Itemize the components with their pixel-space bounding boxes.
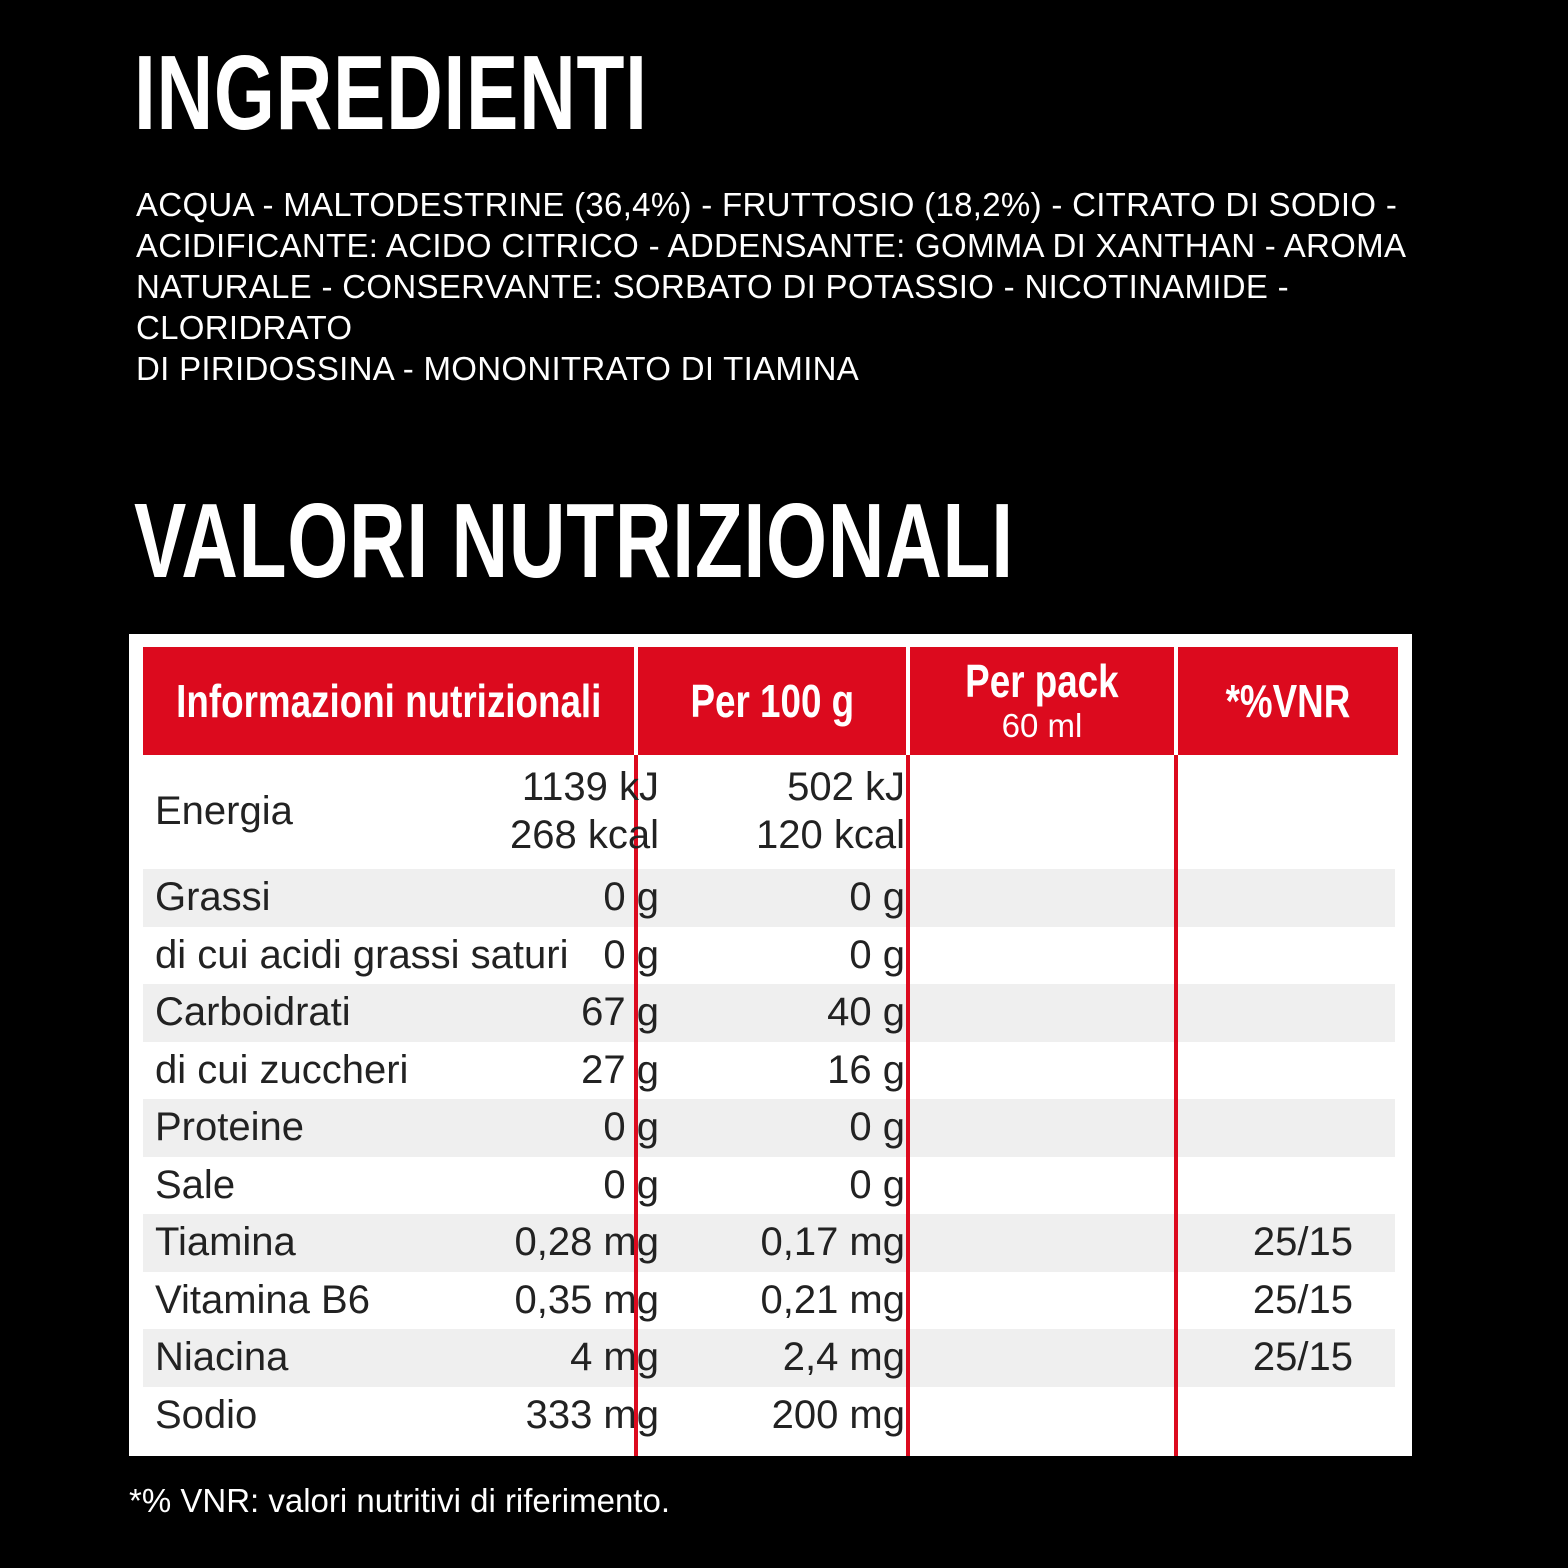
- pack-value: 16 g: [827, 1047, 905, 1092]
- table-row: di cui zuccheri 27 g 16 g: [143, 1042, 1395, 1100]
- table-row: Sale 0 g 0 g: [143, 1157, 1395, 1215]
- header-label: *%VNR: [1225, 675, 1351, 727]
- pack-value: 0 g: [849, 932, 905, 977]
- energy-kj: 502 kJ: [787, 765, 905, 809]
- table-row: Sodio 333 mg 200 mg: [143, 1387, 1395, 1445]
- energy-kcal: 120 kcal: [756, 813, 905, 857]
- nutrient-name: Proteine: [155, 1105, 304, 1150]
- table-row: Carboidrati 67 g 40 g: [143, 984, 1395, 1042]
- pack-value: 2,4 mg: [782, 1335, 905, 1380]
- table-row: Grassi 0 g 0 g: [143, 869, 1395, 927]
- header-per-100g: Per 100 g: [638, 647, 906, 755]
- vnr-value: 25/15: [1252, 1335, 1353, 1380]
- ingredients-line: DI PIRIDOSSINA - MONONITRATO DI TIAMINA: [136, 350, 860, 387]
- ingredients-text: ACQUA - MALTODESTRINE (36,4%) - FRUTTOSI…: [136, 184, 1476, 389]
- table-row: di cui acidi grassi saturi 0 g 0 g: [143, 927, 1395, 985]
- per100-value: 0 g: [603, 1105, 659, 1150]
- per100-value: 1139 kJ 268 kcal: [510, 755, 659, 867]
- header-nutrition-info: Informazioni nutrizionali: [143, 647, 634, 755]
- nutrient-name: Sale: [155, 1162, 236, 1207]
- ingredients-title: INGREDIENTI: [134, 34, 648, 152]
- pack-value: 0,17 mg: [760, 1220, 905, 1265]
- per100-value: 4 mg: [570, 1335, 659, 1380]
- per100-value: 0 g: [603, 1162, 659, 1207]
- pack-value: 0,21 mg: [760, 1277, 905, 1322]
- footnote: *% VNR: valori nutritivi di riferimento.: [129, 1482, 670, 1519]
- per100-value: 333 mg: [525, 1392, 659, 1437]
- pack-value: 40 g: [827, 990, 905, 1035]
- pack-value: 200 mg: [771, 1392, 905, 1437]
- ingredients-line: NATURALE - CONSERVANTE: SORBATO DI POTAS…: [136, 268, 1289, 346]
- nutrient-name: Sodio: [155, 1392, 258, 1437]
- header-per-pack: Per pack 60 ml: [910, 647, 1174, 755]
- vnr-value: 25/15: [1252, 1277, 1353, 1322]
- pack-value: 0 g: [849, 1162, 905, 1207]
- column-divider: [1174, 755, 1178, 1456]
- table-row: Proteine 0 g 0 g: [143, 1099, 1395, 1157]
- energy-kcal: 268 kcal: [510, 813, 659, 857]
- pack-value: 0 g: [849, 875, 905, 920]
- nutrient-name: Tiamina: [155, 1220, 296, 1265]
- per100-value: 67 g: [581, 990, 659, 1035]
- ingredients-line: ACQUA - MALTODESTRINE (36,4%) - FRUTTOSI…: [136, 186, 1398, 223]
- nutrient-name: Niacina: [155, 1335, 289, 1380]
- nutrient-name: Energia: [155, 788, 293, 833]
- header-label: Per pack: [965, 654, 1119, 707]
- nutrition-title: VALORI NUTRIZIONALI: [134, 482, 1014, 600]
- table-row: Tiamina 0,28 mg 0,17 mg 25/15: [143, 1214, 1395, 1272]
- table-row-energy: Energia 1139 kJ 268 kcal 502 kJ 120 kcal: [143, 755, 1395, 867]
- per100-value: 0 g: [603, 932, 659, 977]
- ingredients-line: ACIDIFICANTE: ACIDO CITRICO - ADDENSANTE…: [136, 227, 1407, 264]
- nutrient-name: di cui zuccheri: [155, 1047, 409, 1092]
- nutrient-name: Vitamina B6: [155, 1277, 370, 1322]
- table-row: Vitamina B6 0,35 mg 0,21 mg 25/15: [143, 1272, 1395, 1330]
- header-vnr: *%VNR: [1178, 647, 1398, 755]
- pack-value: 502 kJ 120 kcal: [756, 755, 905, 867]
- per100-value: 27 g: [581, 1047, 659, 1092]
- header-label: Per 100 g: [690, 675, 854, 727]
- per100-value: 0 g: [603, 875, 659, 920]
- nutrient-name: di cui acidi grassi saturi: [155, 932, 569, 977]
- nutrition-table: Informazioni nutrizionali Per 100 g Per …: [129, 634, 1412, 1456]
- column-divider: [634, 755, 638, 1456]
- table-row: Niacina 4 mg 2,4 mg 25/15: [143, 1329, 1395, 1387]
- column-divider: [906, 755, 910, 1456]
- vnr-value: 25/15: [1252, 1220, 1353, 1265]
- pack-value: 0 g: [849, 1105, 905, 1150]
- header-label: Informazioni nutrizionali: [175, 675, 602, 727]
- header-sublabel: 60 ml: [1001, 706, 1083, 744]
- nutrient-name: Carboidrati: [155, 990, 351, 1035]
- nutrient-name: Grassi: [155, 875, 271, 920]
- energy-kj: 1139 kJ: [521, 765, 659, 809]
